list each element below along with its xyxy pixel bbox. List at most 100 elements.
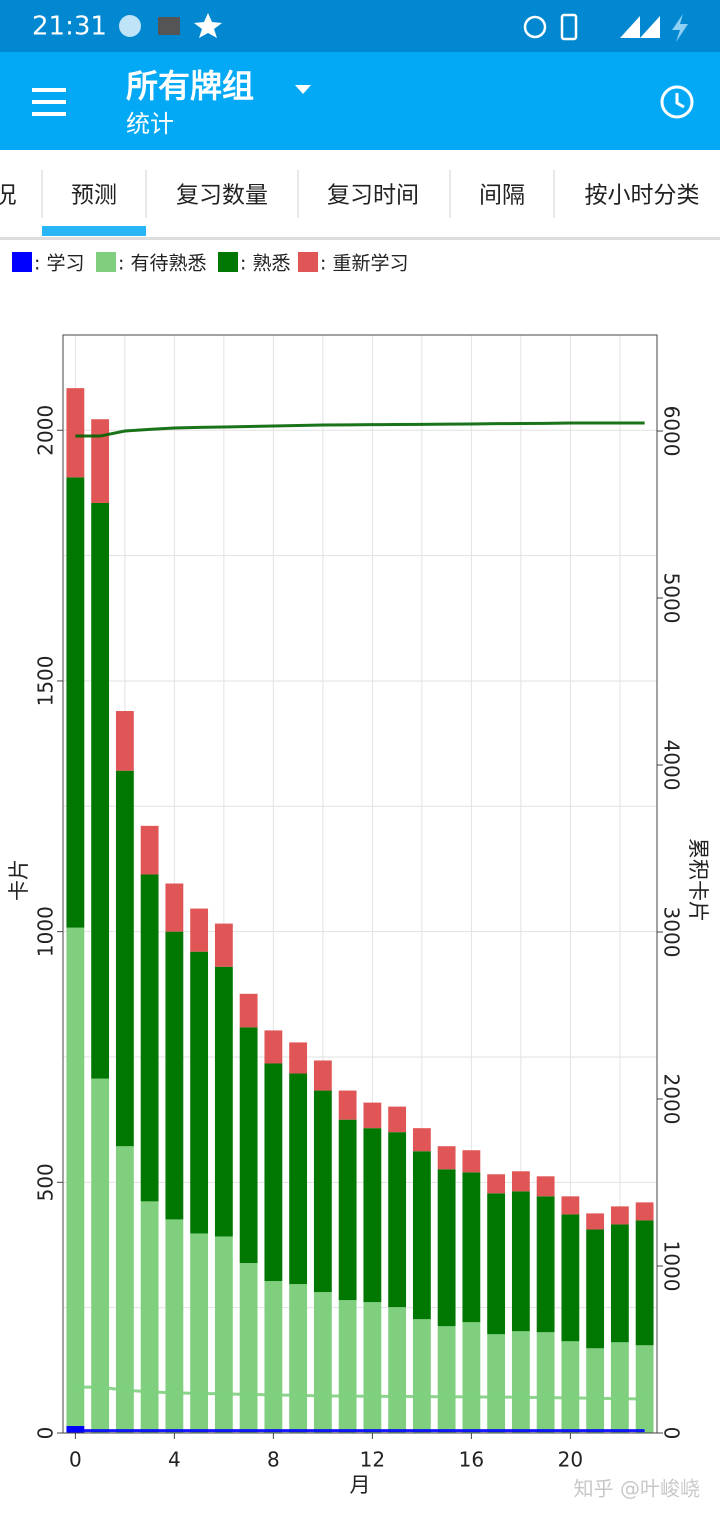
bar-segment: [412, 1151, 431, 1320]
bar-segment: [165, 883, 184, 932]
legend-label: : 学习: [34, 253, 84, 275]
bar-segment: [363, 1128, 382, 1303]
bar-segment: [190, 951, 209, 1234]
bar-segment: [239, 1027, 258, 1264]
y-tick-label: 500: [34, 1163, 58, 1201]
bar-segment: [586, 1348, 605, 1433]
bar-segment: [511, 1171, 530, 1192]
bar-segment: [66, 477, 85, 928]
bar-segment: [214, 1236, 233, 1433]
x-axis-label: 月: [350, 1473, 371, 1497]
bar-segment: [338, 1119, 357, 1301]
bar-segment: [610, 1342, 629, 1433]
status-bar: [0, 0, 720, 52]
tab[interactable]: 况: [0, 183, 17, 209]
history-button[interactable]: [660, 85, 694, 119]
bar-segment: [437, 1326, 456, 1433]
bar-segment: [487, 1174, 506, 1194]
bar-segment: [511, 1191, 530, 1332]
y2-tick-label: 1000: [660, 1241, 684, 1292]
x-tick-label: 8: [267, 1448, 280, 1472]
tab-divider: [0, 237, 720, 240]
y-tick-label: 2000: [34, 405, 58, 456]
tab[interactable]: 复习数量: [176, 183, 268, 209]
bar-segment: [91, 419, 110, 503]
legend-label: : 重新学习: [320, 253, 408, 275]
menu-bar: [32, 112, 66, 116]
bar-segment: [412, 1128, 431, 1152]
clock-icon: [660, 85, 694, 119]
menu-bar: [32, 88, 66, 92]
status-icon: [119, 15, 141, 37]
bar-segment: [239, 993, 258, 1028]
bar-segment: [115, 711, 134, 771]
bar-segment: [66, 388, 85, 478]
clock-hand: [675, 93, 685, 109]
bar-segment: [462, 1172, 481, 1323]
bar-segment: [487, 1334, 506, 1433]
y-tick-label: 0: [34, 1427, 58, 1440]
tab[interactable]: 按小时分类: [585, 183, 700, 209]
tab[interactable]: 预测: [71, 183, 117, 209]
bar-segment: [437, 1169, 456, 1327]
bar-segment: [561, 1214, 580, 1342]
y2-axis-label: 累积卡片: [686, 838, 710, 922]
tab[interactable]: 间隔: [479, 183, 525, 209]
x-tick-label: 4: [168, 1448, 181, 1472]
bar-segment: [91, 502, 110, 1079]
bar-segment: [412, 1319, 431, 1433]
bar-segment: [165, 1219, 184, 1433]
bar-segment: [239, 1263, 258, 1433]
cumulative-line: [75, 421, 645, 438]
legend-swatch: [298, 252, 318, 272]
dropdown-arrow[interactable]: [295, 85, 311, 94]
bar-segment: [487, 1193, 506, 1335]
legend-label: : 有待熟悉: [118, 253, 206, 275]
watermark: 知乎 @叶峻峣: [574, 1477, 700, 1501]
bar-segment: [586, 1213, 605, 1230]
bar-segment: [363, 1302, 382, 1433]
legend-swatch: [218, 252, 238, 272]
bar-segment: [313, 1060, 332, 1091]
tab-bar: [0, 150, 720, 238]
bar-segment: [536, 1176, 555, 1197]
y2-tick-label: 2000: [660, 1074, 684, 1125]
menu-bar: [32, 100, 66, 104]
bar-segment: [536, 1332, 555, 1433]
x-tick-label: 16: [459, 1448, 484, 1472]
status-time: 21:31: [32, 12, 107, 42]
bar-segment: [140, 1201, 159, 1433]
app-bar: [0, 52, 720, 150]
legend-swatch: [12, 252, 32, 272]
y2-tick-label: 6000: [660, 406, 684, 457]
bar-segment: [462, 1150, 481, 1173]
bar-segment: [289, 1284, 308, 1433]
cumulative-line: [75, 1385, 645, 1401]
bar-segment: [289, 1042, 308, 1074]
y2-tick-label: 4000: [660, 740, 684, 791]
app-title[interactable]: 所有牌组: [126, 67, 254, 105]
bar-segment: [190, 1233, 209, 1433]
bar-segment: [190, 908, 209, 952]
bar-segment: [115, 770, 134, 1147]
legend-label: : 熟悉: [240, 253, 290, 275]
alarm-icon: [523, 15, 547, 39]
battery-icon: [672, 14, 688, 42]
signal-icon: [620, 16, 640, 38]
menu-button[interactable]: [32, 88, 66, 116]
bar-segment: [388, 1106, 407, 1133]
bar-segment: [388, 1132, 407, 1308]
bar-segment: [214, 923, 233, 967]
tab[interactable]: 复习时间: [327, 183, 419, 209]
bar-segment: [91, 1078, 110, 1433]
bar-segment: [610, 1206, 629, 1225]
y-tick-label: 1500: [34, 655, 58, 706]
bar-segment: [115, 1146, 134, 1433]
bar-segment: [635, 1345, 654, 1433]
bar-segment: [536, 1196, 555, 1333]
bar-segment: [264, 1030, 283, 1064]
x-tick-label: 0: [69, 1448, 82, 1472]
bar-segment: [437, 1146, 456, 1170]
status-icon: [194, 13, 222, 38]
